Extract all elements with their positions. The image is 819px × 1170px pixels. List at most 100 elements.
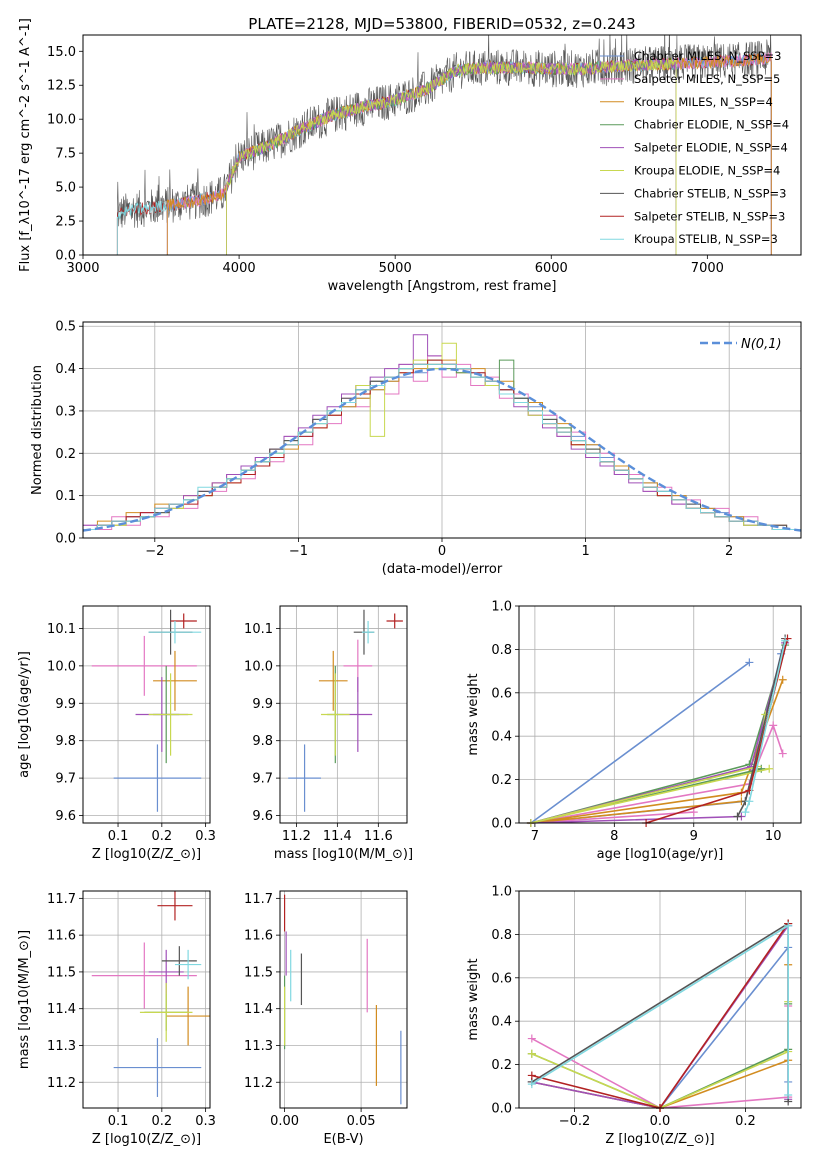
spectrum-series-line (226, 57, 677, 255)
spectrum-ylabel: Flux [f_λ10^-17 erg cm^-2 s^-1 A^-1] (18, 18, 33, 272)
spectrum-series-line (117, 35, 772, 255)
weight-vs-age-marker (741, 808, 750, 817)
mass-vs-Z-ylabel: mass [log10(M/M_⊙)] (17, 930, 32, 1069)
mass-vs-Z-ytick-label: 11.6 (47, 929, 76, 944)
spectrum-ytick-label: 15.0 (47, 45, 76, 60)
mass-vs-Z-ytick-label: 11.5 (47, 965, 76, 980)
weight-vs-age-ytick-label: 0.4 (491, 730, 512, 745)
weight-vs-age-xtick-label: 7 (531, 829, 539, 844)
mass-vs-EBV-ytick-label: 11.2 (244, 1076, 273, 1091)
weight-vs-Z-xtick-label: −0.2 (559, 1114, 591, 1129)
age-vs-Z-xtick-label: 0.1 (108, 829, 129, 844)
mass-vs-Z-ytick-label: 11.3 (47, 1039, 76, 1054)
weight-vs-Z-ytick-label: 0.0 (491, 1102, 512, 1117)
weight-vs-age-series-line (528, 653, 782, 825)
residuals-ytick-label: 0.3 (55, 404, 76, 419)
spectrum-title: PLATE=2128, MJD=53800, FIBERID=0532, z=0… (248, 15, 635, 33)
weight-vs-Z-ytick-label: 0.4 (491, 1015, 512, 1030)
spectrum-xtick-label: 4000 (223, 261, 256, 276)
age-vs-Z-ylabel: age [log10(age/yr)] (17, 651, 32, 778)
age-vs-Z-xlabel: Z [log10(Z/Z_⊙)] (92, 847, 201, 862)
mass-vs-Z-points (91, 891, 210, 1097)
mass-vs-EBV-ytick-label: 11.5 (244, 965, 273, 980)
residuals-ylabel: Normed distribution (30, 365, 45, 495)
weight-vs-Z-xtick-label: 0.0 (650, 1114, 671, 1129)
residuals-xtick-label: 0 (438, 544, 446, 559)
age-vs-Z-axes: 0.1 0.2 0.3 9.6 9.7 9.8 9.9 10.0 10.1 (47, 606, 216, 844)
weight-vs-Z-frame (518, 890, 802, 1109)
age-vs-Z-ytick-label: 9.8 (55, 734, 76, 749)
weight-vs-Z-marker (784, 1090, 793, 1099)
spectrum-xtick-label: 5000 (379, 261, 412, 276)
spectrum-legend-label: Kroupa MILES, N_SSP=4 (634, 95, 773, 109)
mass-vs-Z-ytick-label: 11.4 (47, 1002, 76, 1017)
mass-vs-Z-ytick-label: 11.7 (47, 892, 76, 907)
mass-vs-EBV-ytick-label: 11.3 (244, 1039, 273, 1054)
residuals-ytick-label: 0.4 (55, 362, 76, 377)
weight-vs-age-series-line (744, 640, 786, 813)
weight-vs-Z-ytick-label: 0.2 (491, 1058, 512, 1073)
weight-vs-age-ylabel: mass weight (466, 673, 481, 755)
age-vs-Z-xtick-label: 0.2 (151, 829, 172, 844)
mass-vs-EBV-ytick-label: 11.4 (244, 1002, 273, 1017)
weight-vs-age-marker (765, 764, 774, 773)
spectrum-ytick-label: 5.0 (55, 181, 76, 196)
age-vs-mass-xtick-label: 11.2 (282, 829, 311, 844)
weight-vs-age-ytick-label: 0.2 (491, 773, 512, 788)
mass-vs-EBV-xtick-label: 0.05 (347, 1114, 376, 1129)
weight-vs-Z-axes: −0.2 0.0 0.2 0.0 0.2 0.4 0.6 0.8 1.0 (491, 885, 801, 1129)
residuals-xtick-label: 1 (581, 544, 589, 559)
age-vs-mass-ytick-label: 9.7 (252, 772, 273, 787)
weight-vs-age-marker (781, 636, 790, 645)
weight-vs-age-series-line (645, 638, 789, 824)
weight-vs-age-marker (689, 808, 698, 817)
age-vs-Z-ytick-label: 9.9 (55, 697, 76, 712)
weight-vs-age-xtick-label: 10 (765, 829, 782, 844)
weight-vs-age-lines (526, 634, 792, 827)
weight-vs-age-marker (745, 797, 754, 806)
spectrum-lines (116, 35, 772, 255)
weight-vs-Z-marker (527, 1049, 536, 1058)
weight-vs-Z-ytick-label: 1.0 (491, 885, 512, 900)
age-vs-Z-ytick-label: 10.0 (47, 659, 76, 674)
mass-vs-Z-xlabel: Z [log10(Z/Z_⊙)] (92, 1132, 201, 1147)
age-vs-mass-ytick-label: 9.6 (252, 809, 273, 824)
spectrum-legend: Chabrier MILES, N_SSP=3 Salpeter MILES, N… (600, 49, 789, 246)
weight-vs-Z-xtick-label: 0.2 (735, 1114, 756, 1129)
weight-vs-age-axes: 7 8 9 10 0.0 0.2 0.4 0.6 0.8 1.0 (491, 600, 801, 844)
spectrum-axes: 3000 4000 5000 6000 7000 0.0 2.5 5.0 7.5 10.0 12.5… (47, 45, 724, 276)
age-vs-Z-ytick-label: 9.7 (55, 772, 76, 787)
spectrum-frame (82, 34, 802, 256)
weight-vs-age-marker (733, 812, 742, 821)
spectrum-xtick-label: 6000 (535, 261, 568, 276)
age-vs-Z-points (91, 609, 202, 812)
residuals-xtick-label: −2 (145, 544, 164, 559)
age-vs-Z-frame (82, 605, 211, 824)
residuals-xtick-label: 2 (725, 544, 733, 559)
mass-vs-EBV-axes: 0.00 0.05 11.2 11.3 11.4 11.5 11.6 11.7 (244, 891, 407, 1129)
spectrum-legend-label: Chabrier MILES, N_SSP=3 (634, 49, 781, 63)
spectrum-legend-label: Salpeter MILES, N_SSP=5 (634, 72, 780, 86)
weight-vs-age-xlabel: age [log10(age/yr)] (597, 847, 724, 862)
mass-vs-EBV-frame (279, 890, 408, 1109)
age-vs-mass-frame (279, 605, 408, 824)
mass-vs-EBV-xlabel: E(B-V) (323, 1132, 363, 1147)
mass-vs-EBV-points (283, 894, 402, 1105)
spectrum-ytick-label: 10.0 (47, 113, 76, 128)
weight-vs-age-marker (778, 749, 787, 758)
age-vs-mass-ytick-label: 10.1 (244, 622, 273, 637)
weight-vs-age-xtick-label: 8 (610, 829, 618, 844)
spectrum-legend-label: Kroupa ELODIE, N_SSP=4 (634, 164, 780, 178)
weight-vs-age-ytick-label: 1.0 (491, 600, 512, 615)
spectrum-xlabel: wavelength [Angstrom, rest frame] (328, 279, 557, 294)
mass-vs-Z-xtick-label: 0.2 (151, 1114, 172, 1129)
mass-vs-Z-xtick-label: 0.1 (108, 1114, 129, 1129)
weight-vs-Z-marker (527, 1034, 536, 1043)
spectrum-legend-label: Salpeter STELIB, N_SSP=3 (634, 209, 785, 223)
residuals-histogram (83, 363, 801, 538)
age-vs-mass-ytick-label: 10.0 (244, 659, 273, 674)
age-vs-mass-ytick-label: 9.8 (252, 734, 273, 749)
residuals-histogram (83, 359, 801, 538)
age-vs-mass-ytick-label: 9.9 (252, 697, 273, 712)
